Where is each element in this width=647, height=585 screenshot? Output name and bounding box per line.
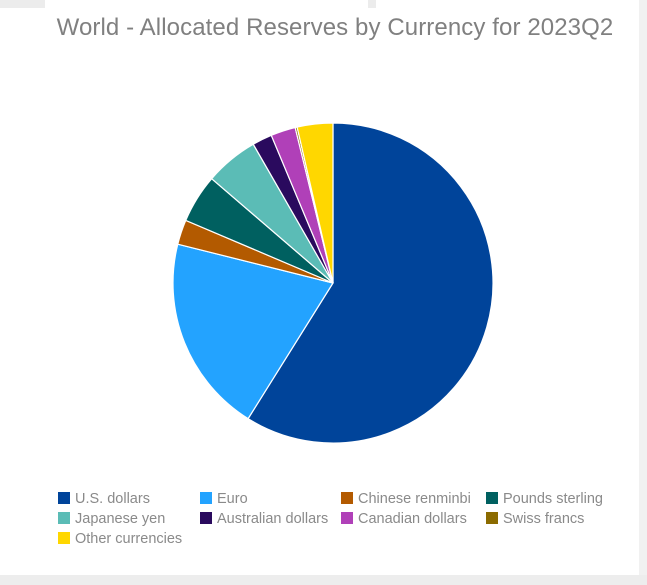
legend-swatch [58, 492, 70, 504]
legend-swatch [486, 512, 498, 524]
legend-swatch [486, 492, 498, 504]
legend-item[interactable]: Japanese yen [58, 509, 165, 529]
right-edge [639, 0, 647, 585]
legend-label: Australian dollars [217, 511, 329, 527]
pie-slice-euro[interactable] [172, 243, 334, 420]
legend-label: Pounds sterling [503, 491, 603, 507]
legend-item[interactable]: U.S. dollars [58, 489, 150, 509]
legend-swatch [200, 512, 212, 524]
legend-item[interactable]: Other currencies [58, 529, 182, 549]
chart-title: World - Allocated Reserves by Currency f… [56, 14, 614, 41]
top-strip-segment [368, 0, 376, 8]
pie-slice-u-s-dollars[interactable] [247, 122, 494, 444]
legend-swatch [200, 492, 212, 504]
legend-item[interactable]: Chinese renminbi [341, 489, 471, 509]
bottom-strip [0, 575, 647, 585]
legend-item[interactable]: Australian dollars [200, 509, 328, 529]
top-strip [0, 0, 647, 8]
legend-label: Japanese yen [75, 511, 166, 527]
legend-label: U.S. dollars [75, 491, 150, 507]
legend-item[interactable]: Pounds sterling [486, 489, 603, 509]
top-strip-segment [0, 0, 45, 8]
legend-label: Canadian dollars [358, 511, 467, 527]
legend-label: Chinese renminbi [358, 491, 471, 507]
legend-item[interactable]: Swiss francs [486, 509, 584, 529]
legend-swatch [341, 512, 353, 524]
legend-swatch [341, 492, 353, 504]
legend-item[interactable]: Canadian dollars [341, 509, 467, 529]
pie-slice-other-currencies[interactable] [296, 122, 334, 284]
legend-label: Other currencies [75, 531, 183, 547]
legend-label: Swiss francs [503, 511, 585, 527]
legend-label: Euro [217, 491, 248, 507]
legend-swatch [58, 532, 70, 544]
legend-swatch [58, 512, 70, 524]
legend-item[interactable]: Euro [200, 489, 248, 509]
